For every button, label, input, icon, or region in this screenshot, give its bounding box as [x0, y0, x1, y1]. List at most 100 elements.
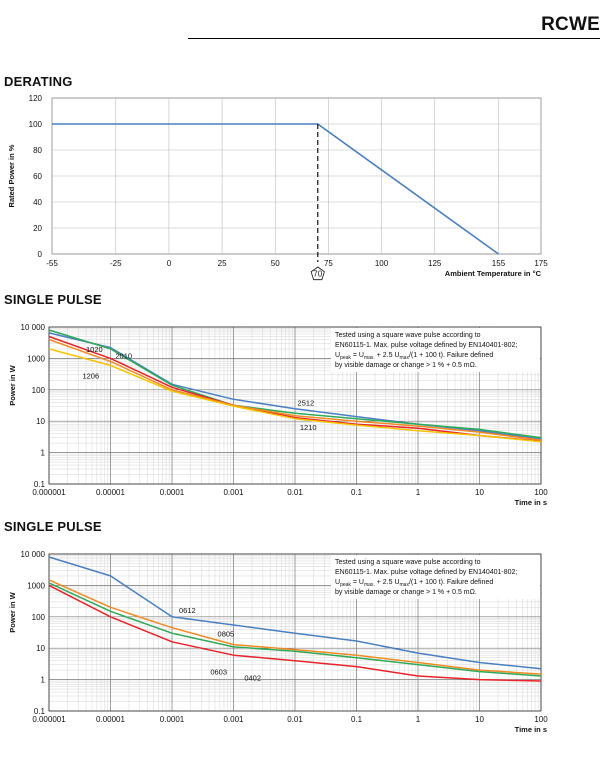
note-text: = U: [351, 352, 364, 359]
x-tick-label: 0.000001: [32, 488, 66, 497]
x-tick-label: 0: [167, 259, 172, 268]
x-tick-label: 0.001: [223, 488, 244, 497]
note-subscript: max: [400, 355, 410, 361]
note-line-3: Upeak = Umax. + 2.5 Umax/(1 + 100 t). Fa…: [335, 579, 493, 588]
y-tick-label: 1000: [27, 354, 45, 363]
x-tick-label: -25: [110, 259, 122, 268]
x-tick-label: 0.0001: [160, 715, 185, 724]
y-tick-label: 80: [33, 146, 42, 155]
y-tick-label: 120: [29, 94, 43, 103]
series-line-0805: [48, 579, 542, 675]
note-text: U: [335, 352, 340, 359]
x-tick-label: 175: [534, 259, 548, 268]
y-tick-label: 100: [32, 613, 46, 622]
curve-label: 0612: [179, 606, 196, 615]
note-subscript: peak: [340, 355, 351, 361]
x-tick-label: 100: [534, 488, 548, 497]
x-tick-label: 0.00001: [96, 488, 125, 497]
note-text: + 2.5 U: [375, 579, 400, 586]
x-tick-label: 125: [428, 259, 442, 268]
y-tick-label: 10 000: [21, 323, 46, 332]
x-tick-label: 0.01: [287, 715, 303, 724]
series-line-0612: [48, 556, 542, 670]
x-tick-label: 50: [271, 259, 280, 268]
section-title-single-pulse-1: SINGLE PULSE: [4, 292, 102, 307]
x-tick-label: 0.0001: [160, 488, 185, 497]
x-tick-label: 155: [492, 259, 506, 268]
marker-pentagon: [310, 266, 325, 281]
y-tick-label: 40: [33, 198, 42, 207]
note-text: /(1 + 100 t). Failure defined: [409, 352, 493, 359]
y-tick-label: 10: [36, 644, 45, 653]
x-tick-label: 25: [218, 259, 227, 268]
series-line-1210: [48, 348, 542, 443]
note-subscript: max: [400, 582, 410, 588]
curve-label: 0805: [218, 629, 235, 638]
y-tick-label: 0.1: [34, 707, 46, 716]
series-line-1206: [48, 338, 542, 441]
x-tick-label: 10: [475, 715, 484, 724]
x-tick-label: 75: [324, 259, 333, 268]
x-tick-label: 0.1: [351, 488, 363, 497]
note-subscript: peak: [340, 582, 351, 588]
note-text: U: [335, 579, 340, 586]
note-text: + 2.5 U: [375, 352, 400, 359]
y-axis-label: Power in W: [8, 591, 17, 632]
series-line-0603: [48, 582, 542, 677]
y-tick-label: 10 000: [21, 550, 46, 559]
y-tick-label: 20: [33, 224, 42, 233]
note-line-2: EN60115-1. Max. pulse voltage defined by…: [335, 569, 517, 576]
x-tick-label: 100: [375, 259, 389, 268]
derating-chart: -55 -25 0 25 50 75 100 125 155 175 0 20 40 60 80 100 120…: [7, 94, 548, 281]
curve-label: 1020: [86, 345, 103, 354]
y-tick-label: 100: [32, 386, 46, 395]
curve-label: 1210: [300, 423, 317, 432]
header-rule: [188, 38, 600, 39]
x-tick-label: 0.000001: [32, 715, 66, 724]
section-title-derating: DERATING: [4, 74, 73, 89]
curve-label: 2010: [115, 351, 132, 360]
plot-frame: [48, 553, 542, 712]
curve-label: 0402: [244, 673, 261, 682]
x-axis-label: Ambient Temperature in °C: [445, 269, 542, 278]
y-tick-label: 100: [29, 120, 43, 129]
x-tick-label: 0.01: [287, 488, 303, 497]
y-tick-label: 0: [38, 250, 43, 259]
y-tick-label: 0.1: [34, 480, 46, 489]
note-line-1: Tested using a square wave pulse accordi…: [335, 559, 481, 566]
x-tick-label: 0.1: [351, 715, 363, 724]
curve-label: 2512: [298, 398, 315, 407]
y-tick-label: 1000: [27, 581, 45, 590]
x-tick-label: 1: [416, 488, 421, 497]
note-line-2: EN60115-1. Max. pulse voltage defined by…: [335, 342, 517, 349]
y-tick-label: 10: [36, 417, 45, 426]
note-line-4: by visible damage or change > 1 % + 0.5 …: [335, 589, 477, 596]
note-line-4: by visible damage or change > 1 % + 0.5 …: [335, 362, 477, 369]
x-tick-label: 1: [416, 715, 421, 724]
note-box: [331, 328, 540, 372]
note-subscript: max.: [364, 355, 375, 361]
x-axis-label: Time in s: [515, 725, 547, 734]
y-tick-label: 1: [41, 449, 46, 458]
series-line-0402: [48, 584, 542, 682]
note-subscript: max.: [364, 582, 375, 588]
single-pulse-chart-1: 0.000001 0.00001 0.0001 0.001 0.01 0.1 1 10 1000…: [8, 323, 548, 507]
y-axis-label: Power in W: [8, 364, 17, 405]
x-tick-label: 10: [475, 488, 484, 497]
product-code: RCWE: [541, 14, 600, 35]
series-line-2512: [48, 332, 542, 440]
note-text: /(1 + 100 t). Failure defined: [409, 579, 493, 586]
curve-label: 0603: [210, 668, 227, 677]
x-tick-label: 100: [534, 715, 548, 724]
section-title-single-pulse-2: SINGLE PULSE: [4, 519, 102, 534]
note-text: = U: [351, 579, 364, 586]
x-axis-label: Time in s: [515, 498, 547, 507]
curve-label: 1206: [82, 371, 99, 380]
x-tick-label: 0.001: [223, 715, 244, 724]
marker-label: 70: [313, 270, 322, 279]
series-line-2010: [48, 329, 542, 439]
note-box: [331, 555, 540, 599]
plot-frame: [48, 326, 542, 485]
note-line-3: Upeak = Umax. + 2.5 Umax/(1 + 100 t). Fa…: [335, 352, 493, 361]
x-tick-label: -55: [46, 259, 58, 268]
